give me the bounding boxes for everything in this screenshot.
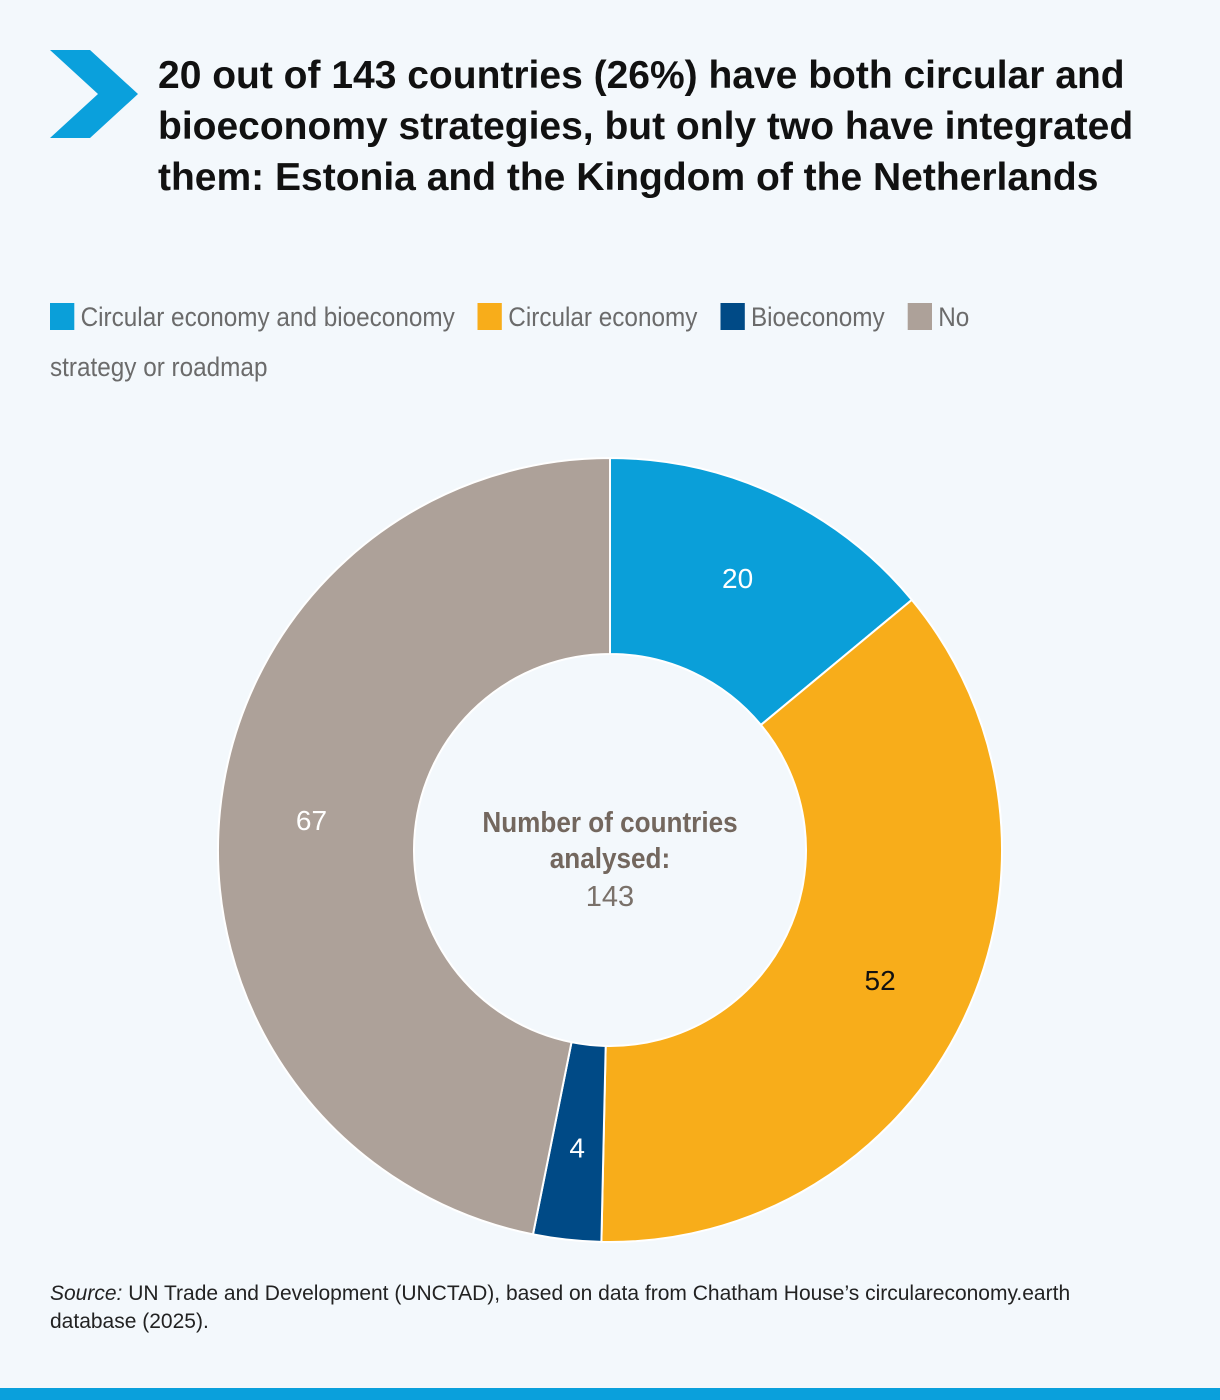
legend-swatch — [907, 303, 932, 330]
source-prefix: Source: — [50, 1282, 123, 1305]
legend-item-circular: Circular economy — [477, 302, 698, 332]
slice-none — [217, 456, 611, 1236]
source-note: Source: UN Trade and Development (UNCTAD… — [50, 1280, 1150, 1336]
legend-swatch — [50, 303, 75, 330]
legend-label: Circular economy and bioeconomy — [80, 302, 455, 332]
legend: Circular economy and bioeconomy Circular… — [50, 292, 1049, 392]
slice-circular — [600, 598, 1003, 1243]
donut-center: Number of countries analysed: 143 — [430, 805, 790, 917]
bottom-accent-bar — [0, 1388, 1220, 1400]
legend-label: No strategy or roadmap — [50, 302, 970, 382]
legend-label: Bioeconomy — [750, 302, 885, 332]
page-title: 20 out of 143 countries (26%) have both … — [158, 54, 1134, 199]
slice-value-label: 67 — [296, 805, 327, 836]
slice-value-label: 20 — [722, 563, 753, 594]
legend-item-none: No strategy or roadmap — [50, 302, 969, 382]
center-label: Number of countries analysed: — [482, 807, 738, 875]
center-value: 143 — [585, 881, 635, 913]
legend-swatch — [477, 303, 503, 330]
chevron-icon — [50, 50, 138, 138]
legend-label: Circular economy — [508, 302, 698, 332]
slice-value-label: 52 — [865, 965, 896, 996]
slice-circular-and-bio — [609, 456, 914, 727]
slice-value-label: 4 — [569, 1133, 585, 1164]
source-text: UN Trade and Development (UNCTAD), based… — [50, 1282, 1071, 1333]
donut-chart: 20 52 4 67 — [217, 456, 1003, 1243]
legend-swatch — [720, 303, 745, 330]
legend-item-circular-and-bio: Circular economy and bioeconomy — [50, 302, 455, 332]
legend-item-bio: Bioeconomy — [720, 302, 885, 332]
